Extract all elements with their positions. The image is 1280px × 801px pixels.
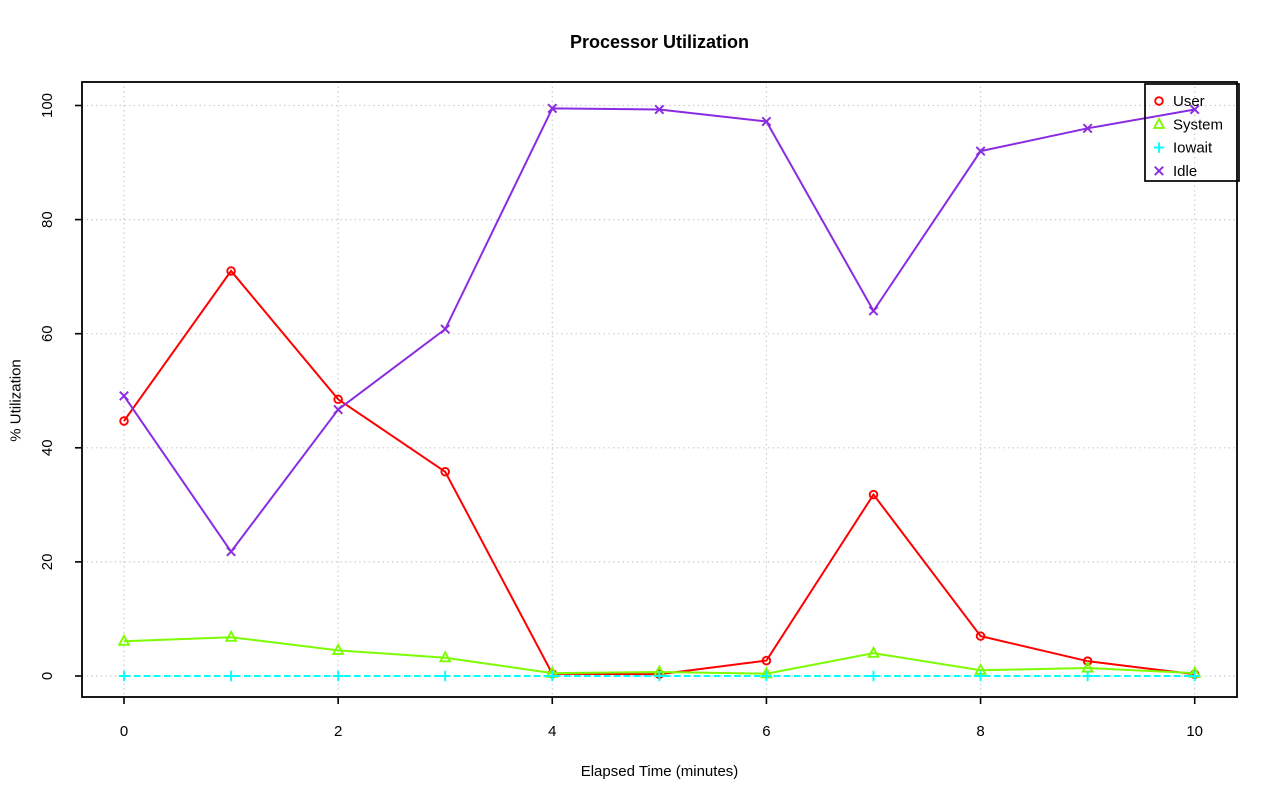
series-line-idle: [123, 107, 1195, 554]
data-point-user: [761, 655, 772, 666]
data-point-iowait: [654, 670, 665, 682]
data-point-iowait: [1189, 670, 1200, 682]
legend-label-system: System: [1173, 116, 1223, 133]
x-tick-label: 10: [1186, 723, 1203, 740]
data-point-system: [117, 633, 131, 646]
data-point-iowait: [225, 670, 237, 682]
legend-entry-idle: Idle: [1154, 163, 1197, 180]
x-tick-label: 0: [120, 723, 128, 740]
y-axis-label: % Utilization: [7, 359, 25, 442]
data-point-system: [867, 645, 880, 658]
legend-entry-system: System: [1152, 116, 1223, 133]
legend-label-user: User: [1173, 93, 1205, 110]
data-point-idle: [868, 306, 879, 316]
legend-marker-plus-icon: [1153, 142, 1165, 153]
plot-border: [81, 81, 1238, 698]
series-idle: [119, 103, 1200, 557]
chart-title: Processor Utilization: [569, 32, 750, 52]
data-point-idle: [547, 103, 558, 114]
data-point-iowait: [332, 670, 344, 682]
legend-marker-x-icon: [1154, 166, 1164, 176]
x-tick-label: 8: [976, 723, 984, 740]
data-point-iowait: [975, 670, 986, 682]
y-tick-label: 60: [39, 325, 56, 342]
data-point-iowait: [440, 670, 451, 682]
data-point-user: [975, 631, 986, 641]
data-point-user: [1082, 656, 1093, 666]
y-tick-label: 20: [39, 554, 56, 571]
data-point-idle: [975, 146, 986, 157]
data-point-user: [440, 467, 450, 477]
data-point-idle: [333, 404, 344, 415]
legend-entry-iowait: Iowait: [1153, 140, 1213, 157]
data-point-idle: [654, 104, 665, 115]
axis-ticks: [75, 104, 1196, 704]
legend-label-iowait: Iowait: [1173, 140, 1213, 157]
x-axis-label: Elapsed Time (minutes): [580, 763, 739, 780]
data-point-user: [333, 394, 343, 405]
x-tick-label: 2: [334, 723, 342, 740]
data-point-system: [331, 642, 345, 655]
data-point-idle: [226, 546, 236, 557]
legend-marker-circle-icon: [1154, 96, 1164, 106]
legend-marker-triangle-icon: [1152, 116, 1166, 129]
data-point-idle: [1189, 104, 1200, 115]
grid-lines: [82, 82, 1237, 697]
y-tick-label: 80: [39, 211, 56, 228]
y-tick-label: 100: [39, 93, 56, 118]
series-line-user: [123, 269, 1195, 676]
series-iowait: [118, 670, 1200, 682]
data-point-iowait: [761, 670, 772, 682]
data-point-system: [438, 650, 452, 663]
series-user: [119, 266, 1200, 680]
y-tick-label: 0: [39, 672, 56, 680]
data-point-iowait: [118, 670, 130, 682]
x-tick-label: 4: [548, 723, 556, 740]
legend-label-idle: Idle: [1173, 163, 1197, 180]
legend: User System Iowait Idle: [1144, 83, 1240, 182]
data-point-idle: [761, 116, 772, 127]
data-point-iowait: [1082, 670, 1093, 682]
data-point-idle: [119, 391, 129, 401]
data-point-user: [868, 489, 879, 500]
data-point-iowait: [868, 670, 879, 682]
data-point-idle: [1082, 123, 1093, 134]
data-point-user: [226, 266, 236, 276]
data-point-system: [224, 629, 238, 642]
y-tick-label: 40: [39, 439, 56, 456]
data-point-user: [119, 416, 129, 426]
x-tick-label: 6: [762, 723, 770, 740]
legend-entry-user: User: [1154, 93, 1205, 110]
legend-box: [1144, 83, 1240, 182]
data-point-iowait: [547, 670, 558, 682]
data-point-idle: [440, 324, 451, 335]
